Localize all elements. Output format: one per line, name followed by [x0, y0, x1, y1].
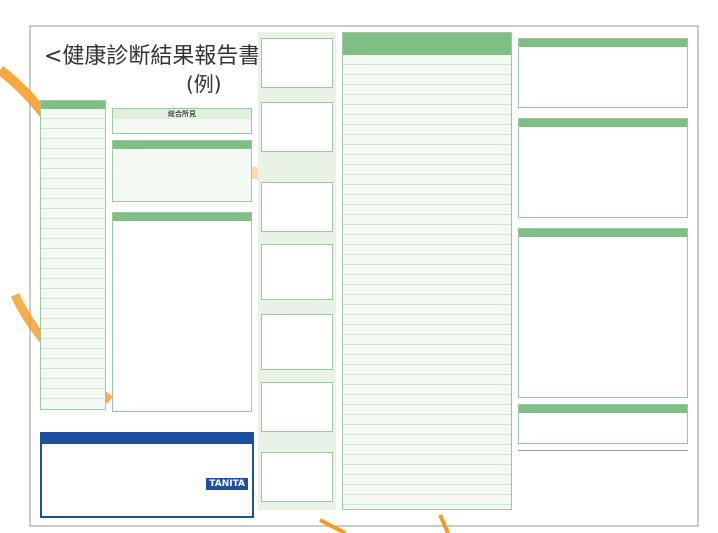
- subtitle: (例): [186, 72, 222, 96]
- left-table: [40, 100, 106, 410]
- findings-box: [112, 140, 252, 202]
- mini-chart: [261, 244, 333, 300]
- mini-chart: [261, 102, 333, 152]
- table-rows: [343, 55, 511, 509]
- mini-chart: [261, 382, 333, 432]
- mini-chart: [261, 182, 333, 232]
- table-rows: [41, 109, 105, 407]
- right-box: [518, 118, 688, 218]
- advice-text-box: [112, 212, 252, 412]
- mini-chart: [261, 452, 333, 502]
- summary-header: 総合所見: [113, 109, 251, 119]
- signature-area: [518, 450, 688, 510]
- table-header: [343, 33, 511, 55]
- results-table: [342, 32, 512, 510]
- mini-chart: [261, 314, 333, 370]
- chart-column: [258, 32, 336, 510]
- right-box: [518, 404, 688, 444]
- right-box: [518, 38, 688, 108]
- advice-header: [42, 434, 252, 444]
- right-box: [518, 228, 688, 398]
- arrow: [319, 514, 450, 533]
- summary-box: 総合所見: [112, 108, 252, 134]
- mini-chart: [261, 38, 333, 88]
- brand: TANITA: [206, 478, 248, 490]
- title: <健康診断結果報告書>: [44, 44, 279, 69]
- advice-box: TANITA: [40, 432, 254, 518]
- table-header: [41, 101, 105, 109]
